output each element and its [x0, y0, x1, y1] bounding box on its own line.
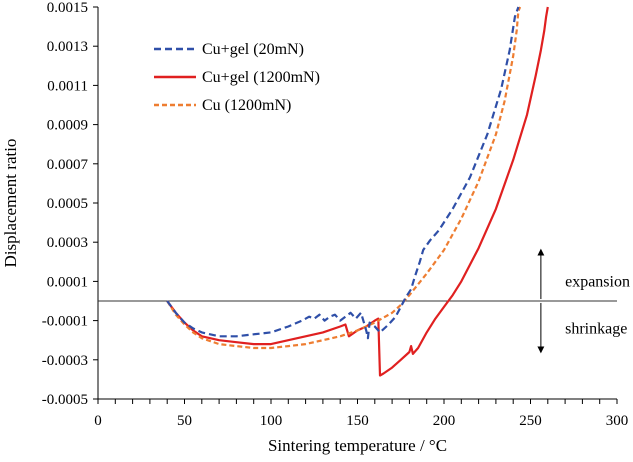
y-tick-label: 0.0007: [47, 157, 89, 173]
y-tick-label: 0.0005: [47, 196, 88, 212]
series-layer: [166, 6, 549, 377]
legend-label: Cu+gel (1200mN): [202, 69, 320, 86]
x-tick-label: 100: [260, 413, 283, 429]
y-tick-label: 0.0003: [47, 235, 88, 251]
y-tick-label: -0.0001: [42, 314, 88, 330]
x-axis: 0 50 100 150 200 250 300: [94, 399, 628, 429]
shrinkage-label: shrinkage: [565, 320, 627, 337]
y-axis: -0.0005 -0.0003 -0.0001 0.0001 0.0003 0.0005 0…: [42, 0, 98, 408]
legend-entry-cu-gel-1200mn: Cu+gel (1200mN): [154, 69, 320, 86]
x-tick-label: 300: [606, 413, 629, 429]
series-line-cu-gel-1200mn: [166, 6, 549, 377]
plot-area: [97, 7, 617, 400]
x-tick-label: 250: [519, 413, 542, 429]
y-tick-label: -0.0003: [42, 353, 88, 369]
x-tick-label: 200: [433, 413, 456, 429]
y-tick-label: 0.0009: [47, 118, 88, 134]
x-tick-label: 150: [346, 413, 369, 429]
y-tick-label: 0.0011: [47, 78, 88, 94]
annotations: expansion shrinkage: [537, 248, 630, 354]
y-tick-label: -0.0005: [42, 392, 88, 408]
y-axis-title: Displacement ratio: [1, 139, 20, 268]
expansion-label: expansion: [565, 273, 630, 290]
legend-label: Cu+gel (20mN): [202, 41, 304, 58]
legend-entry-cu-gel-20mn: Cu+gel (20mN): [154, 41, 304, 58]
legend-label: Cu (1200mN): [202, 97, 291, 114]
x-tick-label: 0: [94, 413, 102, 429]
y-tick-label: 0.0015: [47, 0, 88, 16]
legend-entry-cu-1200mn: Cu (1200mN): [154, 97, 291, 114]
series-line-cu-1200mn: [166, 6, 522, 350]
y-tick-label: 0.0001: [47, 274, 88, 290]
series-line-cu-gel-20mn: [166, 6, 520, 340]
y-tick-label: 0.0013: [47, 39, 88, 55]
x-axis-title: Sintering temperature / °C: [268, 436, 447, 455]
x-tick-label: 50: [177, 413, 192, 429]
legend: Cu+gel (20mN) Cu+gel (1200mN) Cu (1200mN): [154, 41, 320, 114]
